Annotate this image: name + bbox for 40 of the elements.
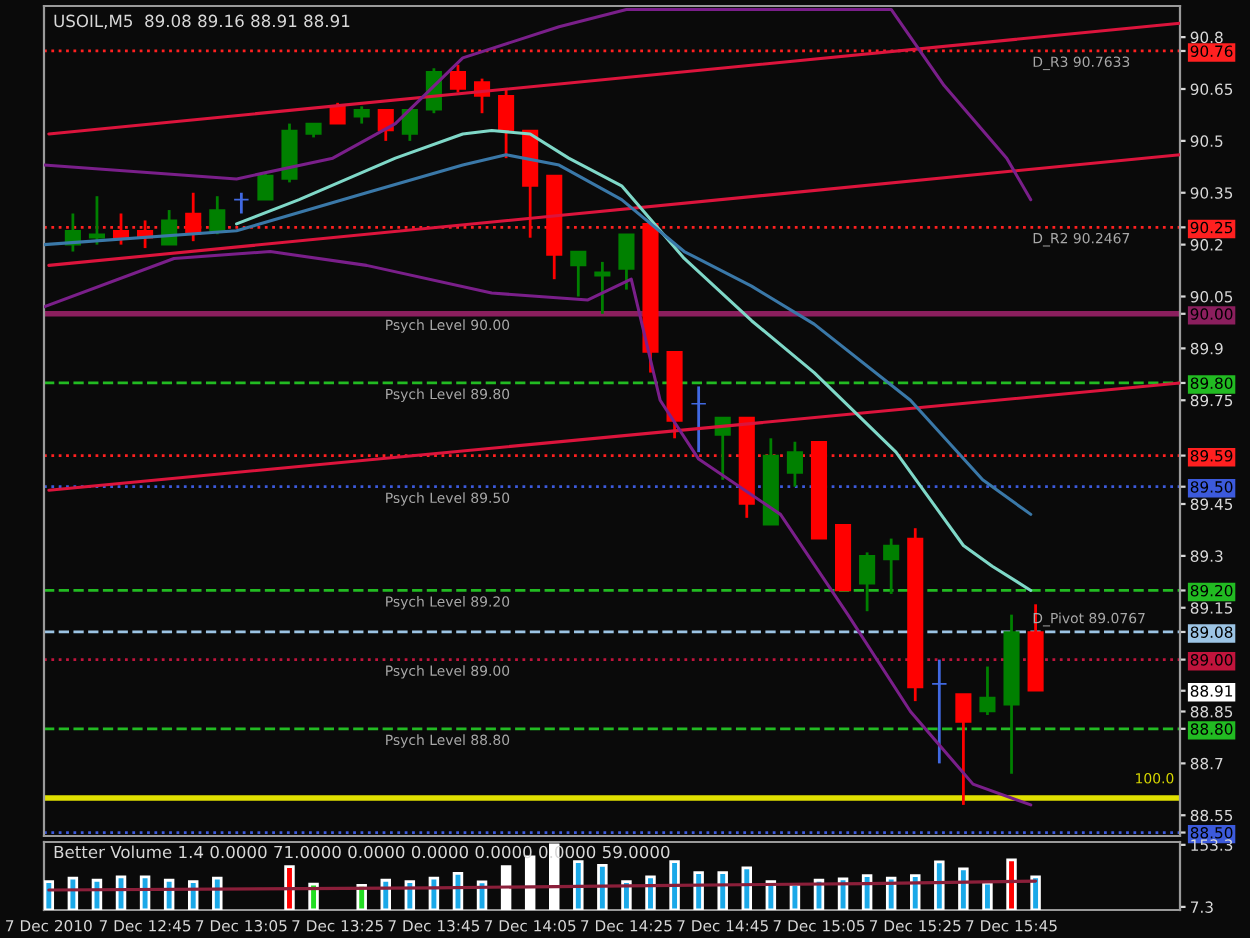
bar bbox=[982, 881, 993, 910]
line-series bbox=[44, 250, 1033, 807]
candlestick bbox=[112, 212, 130, 247]
bar bbox=[573, 860, 584, 910]
candlestick bbox=[618, 232, 635, 291]
bar bbox=[212, 876, 223, 910]
candlestick bbox=[931, 658, 948, 765]
bar bbox=[44, 880, 55, 910]
candlestick bbox=[449, 63, 467, 94]
chart-title: USOIL,M5 89.08 89.16 88.91 88.91 bbox=[54, 14, 350, 29]
bar bbox=[645, 875, 656, 910]
candlestick bbox=[570, 250, 587, 298]
bar bbox=[934, 860, 945, 910]
line-series bbox=[44, 7, 1033, 202]
candlestick bbox=[955, 692, 972, 807]
bar bbox=[1030, 875, 1041, 910]
bar bbox=[452, 872, 464, 910]
bar bbox=[524, 855, 536, 910]
bar bbox=[958, 867, 969, 910]
candlestick bbox=[883, 537, 900, 596]
bar bbox=[717, 871, 728, 910]
bar bbox=[597, 863, 608, 910]
bar bbox=[861, 874, 873, 910]
line-series bbox=[44, 153, 1033, 516]
bar bbox=[669, 860, 680, 910]
candlestick bbox=[859, 551, 876, 613]
candlestick bbox=[257, 170, 274, 202]
candlestick bbox=[88, 194, 106, 247]
bar bbox=[284, 865, 295, 910]
bar bbox=[500, 865, 512, 910]
candlestick bbox=[498, 87, 515, 160]
candlestick bbox=[594, 260, 611, 316]
candlestick bbox=[786, 440, 803, 489]
candlestick bbox=[690, 385, 707, 454]
candlestick bbox=[401, 108, 418, 143]
candlestick bbox=[233, 191, 250, 215]
bar bbox=[693, 871, 704, 910]
candlestick bbox=[979, 665, 996, 717]
line-series bbox=[235, 128, 1033, 592]
bar bbox=[1006, 858, 1017, 910]
